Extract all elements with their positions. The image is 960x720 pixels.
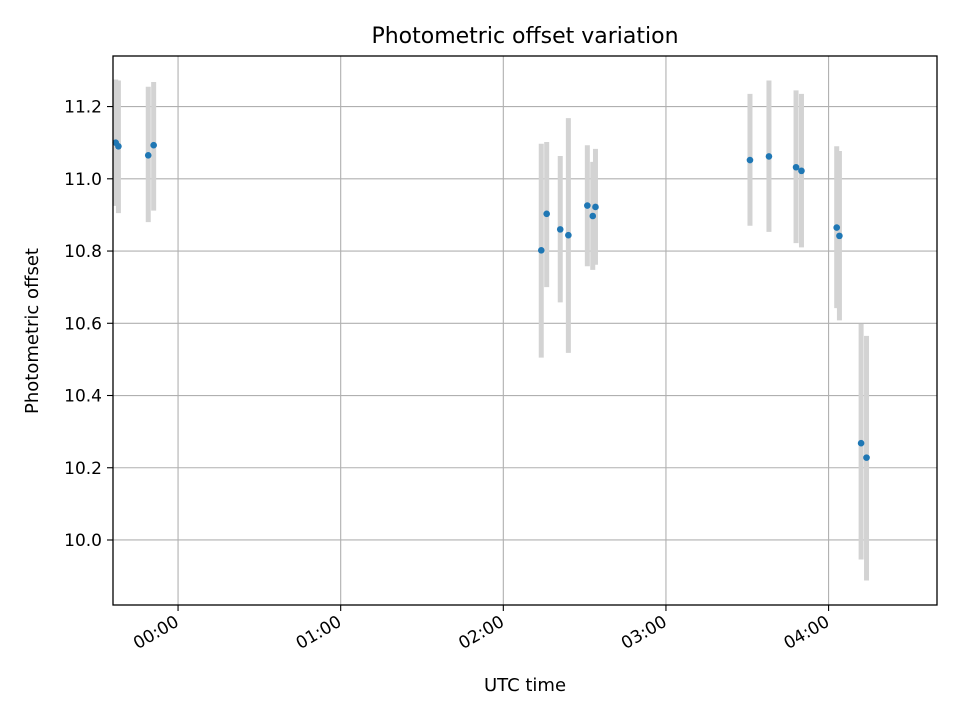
data-point bbox=[589, 212, 597, 220]
y-tick-label: 10.8 bbox=[64, 242, 102, 262]
y-axis-label: Photometric offset bbox=[22, 248, 43, 414]
chart-title: Photometric offset variation bbox=[371, 24, 678, 49]
y-tick-label: 10.2 bbox=[64, 459, 102, 479]
data-point bbox=[115, 142, 122, 150]
y-tick-label: 11.0 bbox=[64, 170, 102, 190]
data-point bbox=[144, 152, 152, 159]
x-axis-label: UTC time bbox=[484, 675, 566, 696]
data-point bbox=[836, 232, 843, 240]
y-tick-label: 10.6 bbox=[64, 314, 102, 334]
data-point bbox=[792, 163, 800, 171]
data-point bbox=[565, 231, 572, 239]
data-point bbox=[556, 226, 564, 233]
data-point bbox=[537, 247, 545, 254]
data-point bbox=[584, 202, 591, 209]
y-tick-label: 10.4 bbox=[64, 387, 102, 407]
data-point bbox=[592, 203, 599, 211]
data-point bbox=[857, 439, 865, 447]
y-tick-label: 11.2 bbox=[64, 98, 102, 118]
data-point bbox=[863, 454, 870, 461]
plot-frame bbox=[112, 55, 938, 606]
grid bbox=[113, 56, 937, 605]
y-tick-label: 10.0 bbox=[64, 531, 102, 551]
data-point bbox=[746, 156, 754, 164]
data-point bbox=[543, 210, 550, 218]
data-point bbox=[798, 167, 805, 175]
data-points bbox=[112, 139, 870, 461]
data-point bbox=[833, 224, 841, 231]
data-point bbox=[150, 141, 157, 149]
y-axis-ticks: 10.0 10.2 10.4 10.6 10.8 11.0 11.2 bbox=[64, 98, 113, 551]
data-point bbox=[765, 153, 773, 160]
